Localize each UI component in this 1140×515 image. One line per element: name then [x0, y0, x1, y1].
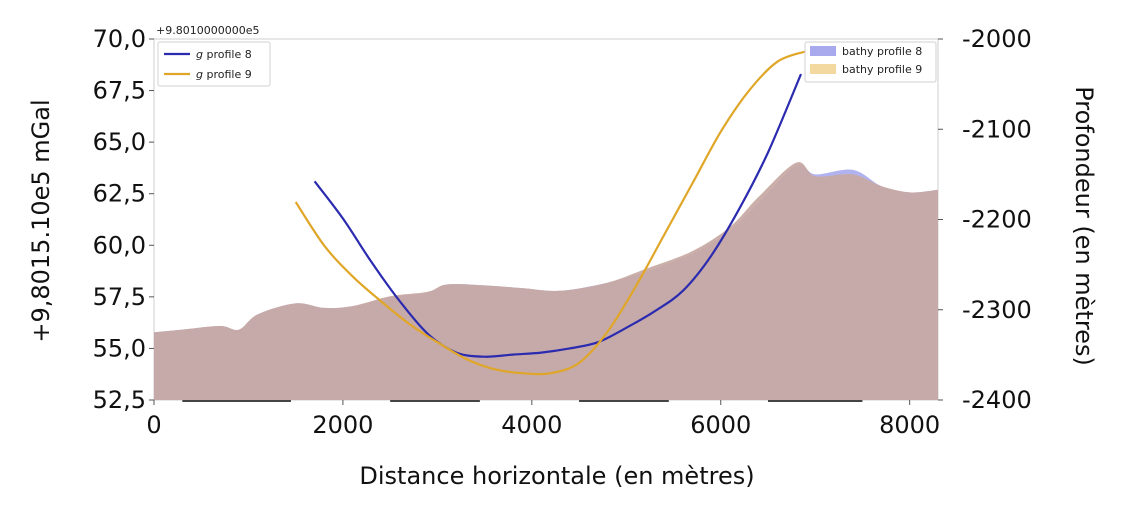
legend-label-g-profile-9: g profile 9: [196, 68, 252, 81]
legend-swatch-bathy-profile-9: [810, 64, 836, 74]
x-tick-label-1: 2000: [312, 411, 373, 439]
legend-left: g profile 8 g profile 9: [157, 41, 271, 87]
x-axis-title: Distance horizontale (en mètres): [359, 462, 754, 490]
y-right-tick-label-1: -2100: [962, 115, 1032, 143]
legend-label-bathy-profile-9: bathy profile 9: [842, 63, 922, 76]
y-left-tick-label-0: 52,5: [93, 386, 146, 414]
y-right-tick-label-0: -2000: [962, 25, 1032, 53]
legend-rest-g-9: profile 9: [203, 68, 252, 81]
x-tick-label-0: 0: [146, 411, 161, 439]
y-axis-right-title: Profondeur (en mètres): [1070, 86, 1098, 366]
y-left-tick-label-3: 60,0: [93, 231, 146, 259]
legend-italic-g-9: g: [196, 68, 203, 81]
area-overlap-blend: [154, 162, 938, 400]
x-tick-label-3: 6000: [690, 411, 751, 439]
y-left-tick-label-5: 65,0: [93, 128, 146, 156]
y-right-tick-label-3: -2300: [962, 296, 1032, 324]
legend-right-frame: [804, 41, 937, 83]
legend-swatch-bathy-profile-8: [810, 46, 836, 56]
legend-right: bathy profile 8 bathy profile 9: [804, 41, 937, 83]
y-left-tick-label-7: 70,0: [93, 25, 146, 53]
line-g-profile-9: [294, 50, 807, 376]
y-left-tick-label-6: 67,5: [93, 77, 146, 105]
legend-italic-g-8: g: [196, 48, 203, 61]
line-g-profile-8: [313, 73, 803, 358]
y-left-tick-label-4: 62,5: [93, 180, 146, 208]
x-tick-label-4: 8000: [879, 411, 940, 439]
plot-area: 0 2000 4000 6000 8000 52,5 55,0 57,5 60,0 62,5 65,…: [93, 25, 1032, 439]
y-axis-left-title: +9,8015.10e5 mGal: [27, 99, 55, 342]
legend-label-bathy-profile-8: bathy profile 8: [842, 45, 922, 58]
offset-label: +9.8010000000e5: [156, 24, 259, 37]
legend-rest-g-8: profile 8: [203, 48, 252, 61]
y-left-tick-label-2: 57,5: [93, 283, 146, 311]
legend-label-g-profile-8: g profile 8: [196, 48, 252, 61]
y-left-tick-label-1: 55,0: [93, 334, 146, 362]
x-tick-label-2: 4000: [501, 411, 562, 439]
y-right-tick-label-4: -2400: [962, 386, 1032, 414]
y-right-tick-label-2: -2200: [962, 206, 1032, 234]
